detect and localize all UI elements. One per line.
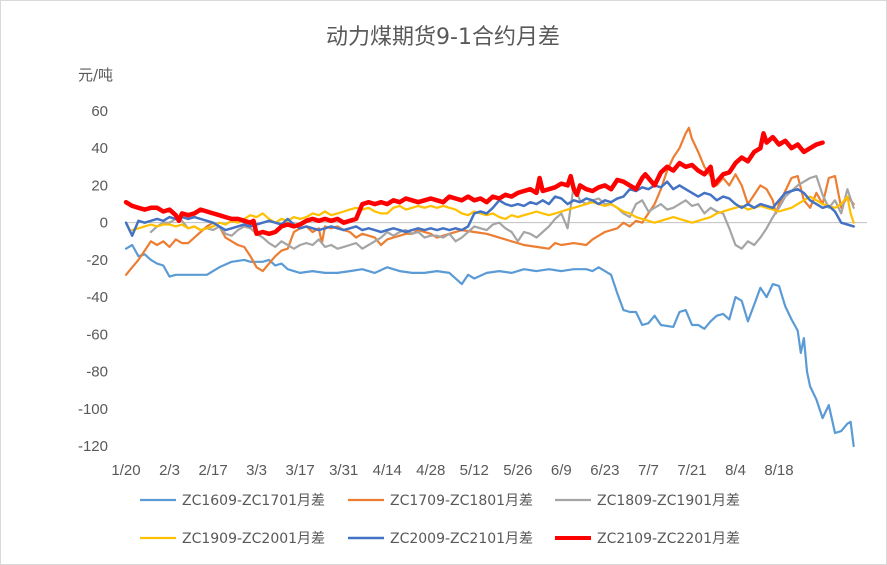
y-tick-label: 60	[91, 103, 108, 120]
x-tick-label: 2/3	[159, 462, 180, 479]
legend-label: ZC1809-ZC1901月差	[597, 493, 740, 509]
legend-label: ZC1909-ZC2001月差	[182, 531, 325, 547]
legend: ZC1609-ZC1701月差 ZC1709-ZC1801月差 ZC1809-ZC1…	[140, 493, 740, 547]
x-tick-label: 3/17	[286, 462, 315, 479]
x-tick-label: 4/28	[416, 462, 445, 479]
series-line-1	[124, 243, 855, 448]
legend-label: ZC1709-ZC1801月差	[390, 493, 533, 509]
y-tick-label: -80	[86, 364, 108, 381]
series-line-5	[124, 180, 855, 237]
x-tick-label: 1/20	[111, 462, 140, 479]
chart-title: 动力煤期货9-1合约月差	[326, 25, 560, 50]
x-tick-label: 3/31	[329, 462, 358, 479]
series-line-3	[149, 175, 855, 250]
y-tick-label: -60	[86, 326, 108, 343]
legend-label: ZC2009-ZC2101月差	[390, 531, 533, 547]
y-tick-label: 20	[91, 177, 108, 194]
x-tick-label: 7/21	[677, 462, 706, 479]
y-axis-ticks: 60 40 20 0 -20 -40 -60 -80 -100 -120	[78, 103, 108, 455]
x-tick-label: 8/4	[725, 462, 746, 479]
x-tick-label: 7/7	[638, 462, 659, 479]
y-tick-label: -100	[78, 401, 108, 418]
y-tick-label: -20	[86, 252, 108, 269]
x-tick-label: 6/23	[590, 462, 619, 479]
series-line-6	[123, 131, 825, 237]
x-tick-label: 5/12	[460, 462, 489, 479]
y-tick-label: -40	[86, 289, 108, 306]
x-tick-label: 5/26	[503, 462, 532, 479]
y-tick-label: 40	[91, 140, 108, 157]
series-lines	[123, 126, 855, 448]
x-tick-label: 8/18	[764, 462, 793, 479]
x-tick-label: 3/3	[246, 462, 267, 479]
y-tick-label: -120	[78, 438, 108, 455]
y-axis-unit-label: 元/吨	[78, 66, 113, 84]
x-tick-label: 4/14	[373, 462, 402, 479]
y-tick-label: 0	[100, 215, 108, 232]
legend-label: ZC2109-ZC2201月差	[597, 531, 740, 547]
x-axis-ticks: 1/20 2/3 2/17 3/3 3/17 3/31 4/14 4/28 5/12 5/26 6/…	[111, 462, 793, 479]
x-tick-label: 2/17	[198, 462, 227, 479]
legend-label: ZC1609-ZC1701月差	[182, 493, 325, 509]
x-tick-label: 6/9	[551, 462, 572, 479]
